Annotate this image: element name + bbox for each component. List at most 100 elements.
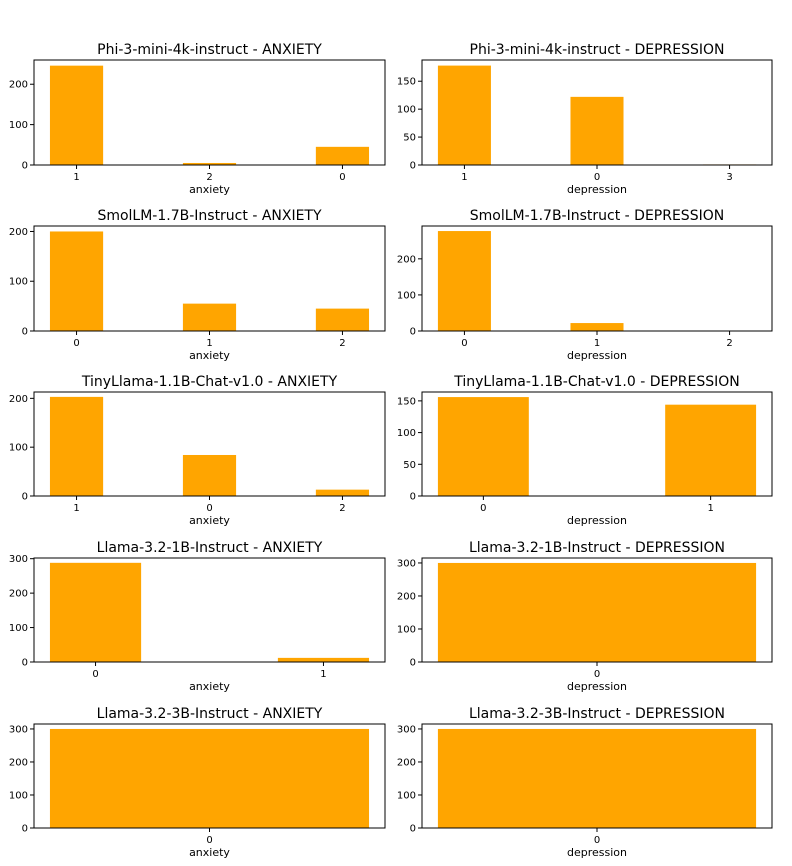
y-tick-label: 150 bbox=[397, 77, 416, 88]
panel-title: Phi-3-mini-4k-instruct - ANXIETY bbox=[97, 42, 322, 58]
panel-title: Llama-3.2-3B-Instruct - DEPRESSION bbox=[469, 706, 725, 722]
y-tick-label: 100 bbox=[9, 790, 28, 801]
x-tick-label: 2 bbox=[339, 338, 345, 349]
bar bbox=[665, 404, 757, 496]
x-axis-label: depression bbox=[567, 680, 627, 693]
panel-title: Llama-3.2-1B-Instruct - ANXIETY bbox=[97, 540, 323, 556]
x-tick-label: 0 bbox=[206, 835, 212, 846]
panel-tinyllama-anxiety: TinyLlama-1.1B-Chat-v1.0 - ANXIETY010020… bbox=[9, 374, 386, 527]
x-tick-label: 1 bbox=[73, 503, 79, 514]
y-tick-label: 100 bbox=[9, 277, 28, 288]
panel-phi3-depression: Phi-3-mini-4k-instruct - DEPRESSION05010… bbox=[397, 42, 773, 196]
bar bbox=[570, 323, 624, 331]
panel-llama-1b-anxiety: Llama-3.2-1B-Instruct - ANXIETY 0 100 200 30… bbox=[9, 540, 386, 693]
y-tick-label: 200 bbox=[9, 227, 28, 238]
axes-frame bbox=[421, 391, 773, 497]
x-tick-label: 3 bbox=[726, 172, 732, 183]
bar bbox=[437, 562, 757, 662]
bar bbox=[182, 162, 237, 165]
y-tick-label: 200 bbox=[9, 80, 28, 91]
x-axis-label: anxiety bbox=[189, 514, 230, 527]
panel-title: SmolLM-1.7B-Instruct - DEPRESSION bbox=[470, 208, 724, 224]
panel-title: SmolLM-1.7B-Instruct - ANXIETY bbox=[97, 208, 322, 224]
x-tick-label: 2 bbox=[726, 338, 732, 349]
y-tick-label: 0 bbox=[22, 161, 28, 172]
x-tick-label: 1 bbox=[320, 669, 326, 680]
x-axis-label: anxiety bbox=[189, 680, 230, 693]
x-axis-label: depression bbox=[567, 846, 627, 859]
y-tick-label: 0 bbox=[410, 658, 416, 669]
bar bbox=[182, 303, 237, 331]
bar bbox=[315, 489, 370, 496]
panel-tinyllama-depression: TinyLlama-1.1B-Chat-v1.0 - DEPRESSION 0 50… bbox=[397, 374, 773, 527]
y-tick-label: 100 bbox=[9, 443, 28, 454]
y-tick-label: 50 bbox=[403, 460, 416, 471]
y-tick-label: 0 bbox=[410, 824, 416, 835]
x-axis-label: anxiety bbox=[189, 349, 230, 362]
x-axis-label: depression bbox=[567, 349, 627, 362]
x-axis-label: depression bbox=[567, 183, 627, 196]
y-tick-label: 100 bbox=[397, 428, 416, 439]
y-tick-label: 0 bbox=[410, 492, 416, 503]
y-tick-label: 0 bbox=[22, 658, 28, 669]
bar bbox=[315, 146, 370, 165]
x-tick-label: 2 bbox=[339, 503, 345, 514]
x-tick-label: 0 bbox=[206, 503, 212, 514]
y-tick-label: 100 bbox=[9, 623, 28, 634]
panel-title: Llama-3.2-1B-Instruct - DEPRESSION bbox=[469, 540, 725, 556]
y-tick-label: 100 bbox=[397, 790, 416, 801]
panel-llama-3b-depression: Llama-3.2-3B-Instruct - DEPRESSION 0 100 20… bbox=[397, 706, 773, 859]
y-tick-label: 200 bbox=[397, 254, 416, 265]
x-tick-label: 0 bbox=[480, 503, 486, 514]
x-tick-label: 1 bbox=[206, 338, 212, 349]
panel-llama-3b-anxiety: Llama-3.2-3B-Instruct - ANXIETY 0 100 200 30… bbox=[9, 706, 386, 859]
y-tick-label: 100 bbox=[397, 290, 416, 301]
y-tick-label: 0 bbox=[410, 161, 416, 172]
panel-title: TinyLlama-1.1B-Chat-v1.0 - DEPRESSION bbox=[453, 374, 740, 390]
x-tick-label: 0 bbox=[594, 669, 600, 680]
axes-frame bbox=[33, 557, 386, 663]
panel-llama-1b-depression: Llama-3.2-1B-Instruct - DEPRESSION 0 100 20… bbox=[397, 540, 773, 693]
x-tick-label: 0 bbox=[339, 172, 345, 183]
y-tick-label: 300 bbox=[9, 724, 28, 735]
y-tick-label: 150 bbox=[397, 396, 416, 407]
bar bbox=[570, 96, 624, 165]
x-tick-label: 0 bbox=[594, 172, 600, 183]
y-tick-label: 0 bbox=[22, 824, 28, 835]
y-tick-label: 100 bbox=[397, 624, 416, 635]
x-tick-label: 1 bbox=[707, 503, 713, 514]
bar bbox=[49, 396, 104, 496]
y-tick-label: 200 bbox=[9, 757, 28, 768]
x-axis-label: anxiety bbox=[189, 183, 230, 196]
panel-title: Llama-3.2-3B-Instruct - ANXIETY bbox=[97, 706, 323, 722]
x-tick-label: 2 bbox=[206, 172, 212, 183]
x-tick-label: 1 bbox=[461, 172, 467, 183]
x-tick-label: 0 bbox=[594, 835, 600, 846]
y-tick-label: 100 bbox=[397, 105, 416, 116]
y-tick-label: 0 bbox=[22, 327, 28, 338]
panel-smollm-anxiety: SmolLM-1.7B-Instruct - ANXIETY 0 100 200 0 1 2… bbox=[9, 208, 386, 362]
y-tick-label: 200 bbox=[9, 589, 28, 600]
x-tick-label: 1 bbox=[73, 172, 79, 183]
y-tick-label: 0 bbox=[410, 327, 416, 338]
y-tick-label: 200 bbox=[9, 394, 28, 405]
y-tick-label: 50 bbox=[403, 133, 416, 144]
y-tick-label: 100 bbox=[9, 120, 28, 131]
x-tick-label: 0 bbox=[461, 338, 467, 349]
panel-title: TinyLlama-1.1B-Chat-v1.0 - ANXIETY bbox=[81, 374, 338, 390]
panel-smollm-depression: SmolLM-1.7B-Instruct - DEPRESSION 0 100 200… bbox=[397, 208, 773, 362]
y-tick-label: 200 bbox=[397, 591, 416, 602]
bar bbox=[437, 397, 529, 496]
x-axis-label: depression bbox=[567, 514, 627, 527]
x-tick-label: 1 bbox=[594, 338, 600, 349]
bar bbox=[315, 308, 370, 331]
y-tick-label: 300 bbox=[397, 724, 416, 735]
y-tick-label: 0 bbox=[22, 492, 28, 503]
x-tick-label: 0 bbox=[92, 669, 98, 680]
bar bbox=[49, 231, 104, 331]
panel-phi3-anxiety: Phi-3-mini-4k-instruct - ANXIETY 0 100 200 1… bbox=[9, 42, 386, 196]
bar bbox=[49, 728, 370, 828]
bar bbox=[437, 728, 757, 828]
panel-title: Phi-3-mini-4k-instruct - DEPRESSION bbox=[470, 42, 725, 58]
